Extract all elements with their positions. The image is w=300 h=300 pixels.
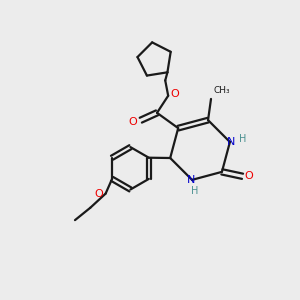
Text: O: O: [170, 89, 179, 99]
Text: N: N: [227, 137, 236, 147]
Text: H: H: [238, 134, 246, 144]
Text: H: H: [191, 186, 198, 196]
Text: CH₃: CH₃: [214, 86, 231, 95]
Text: O: O: [244, 171, 253, 181]
Text: O: O: [95, 189, 103, 199]
Text: O: O: [129, 117, 137, 127]
Text: N: N: [186, 175, 195, 185]
